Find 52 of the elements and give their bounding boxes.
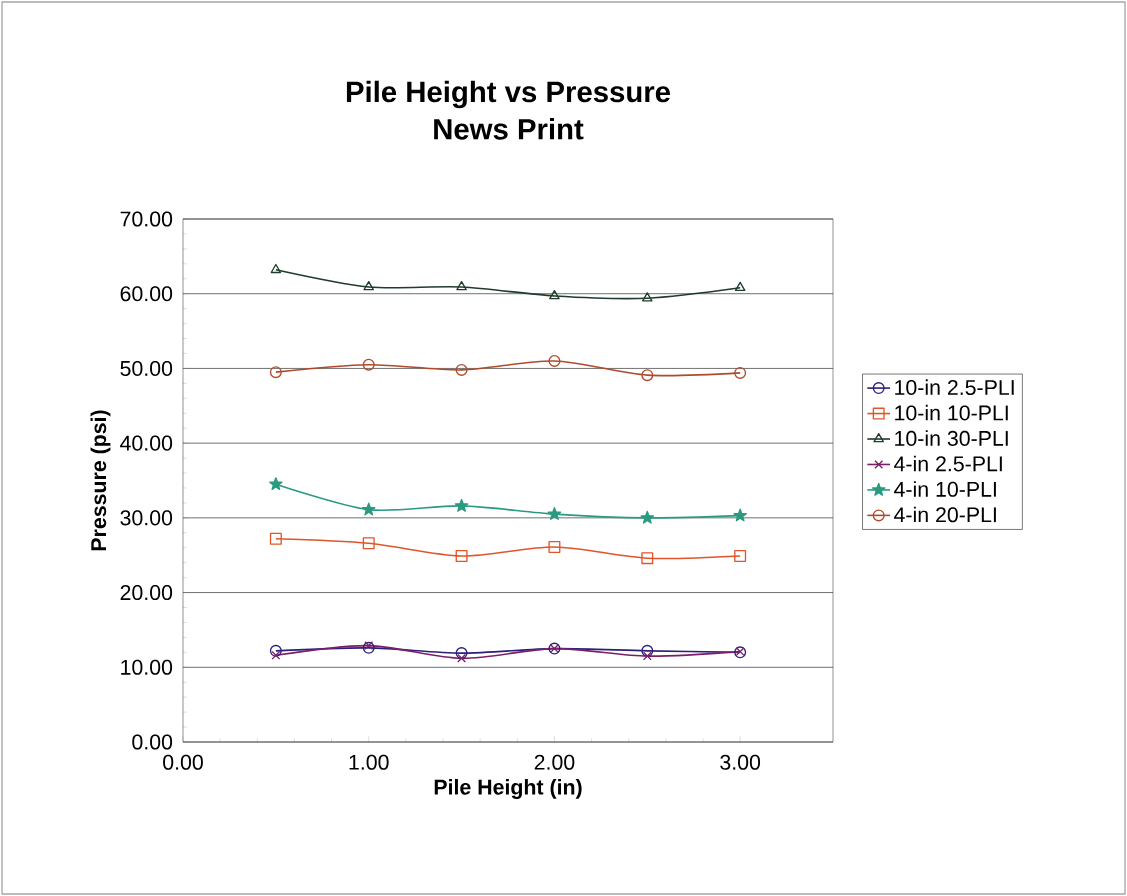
point <box>547 507 562 520</box>
legend-label: 4-in 10-PLI <box>894 481 996 497</box>
legend-label: 10-in 30-PLI <box>895 430 1008 446</box>
point <box>455 363 468 376</box>
point <box>641 644 654 657</box>
point <box>270 263 282 274</box>
legend-label: 4-in 2.5-PLI <box>894 455 1002 472</box>
point <box>455 549 468 562</box>
point <box>361 502 376 516</box>
point <box>641 369 654 382</box>
y-tick-label: 10.00 <box>121 659 173 675</box>
point <box>362 537 375 550</box>
chart-title: Pile Height vs Pressure <box>346 80 670 109</box>
point <box>269 366 282 379</box>
point <box>454 498 469 512</box>
x-tick-label: 1.00 <box>349 754 389 770</box>
x-tick-label: 3.00 <box>720 754 761 770</box>
y-tick-label: 20.00 <box>120 585 173 601</box>
point <box>733 508 747 522</box>
legend-label: 10-in 2.5-PLI <box>895 379 1014 396</box>
point <box>457 653 467 663</box>
point <box>269 644 282 657</box>
y-tick-label: 70.00 <box>120 211 173 227</box>
point <box>734 549 747 562</box>
point <box>456 280 467 291</box>
legend-label: 10-in 10-PLI <box>895 404 1008 421</box>
legend-label: 4-in 20-PLI <box>894 506 996 523</box>
point <box>549 289 560 300</box>
point <box>455 647 468 660</box>
point <box>641 552 654 565</box>
x-tick-label: 0.00 <box>163 754 203 770</box>
point <box>548 540 561 553</box>
y-tick-label: 30.00 <box>120 510 173 526</box>
x-axis-title: Pile Height (in) <box>434 778 582 799</box>
point <box>642 292 653 302</box>
point <box>642 651 652 661</box>
y-tick-label: 50.00 <box>120 360 173 376</box>
point <box>271 650 281 660</box>
point <box>269 532 282 545</box>
y-axis-title: Pressure (psi) <box>90 410 111 551</box>
y-tick-label: 60.00 <box>120 286 173 302</box>
point <box>363 280 375 291</box>
point <box>548 354 561 367</box>
chart-subtitle: News Print <box>434 118 584 140</box>
x-tick-label: 2.00 <box>534 754 575 770</box>
point <box>269 477 283 491</box>
point <box>734 366 747 379</box>
y-tick-label: 0.00 <box>132 734 173 750</box>
y-tick-label: 40.00 <box>120 435 173 451</box>
point <box>734 281 746 292</box>
point <box>362 358 375 371</box>
point <box>640 510 655 524</box>
